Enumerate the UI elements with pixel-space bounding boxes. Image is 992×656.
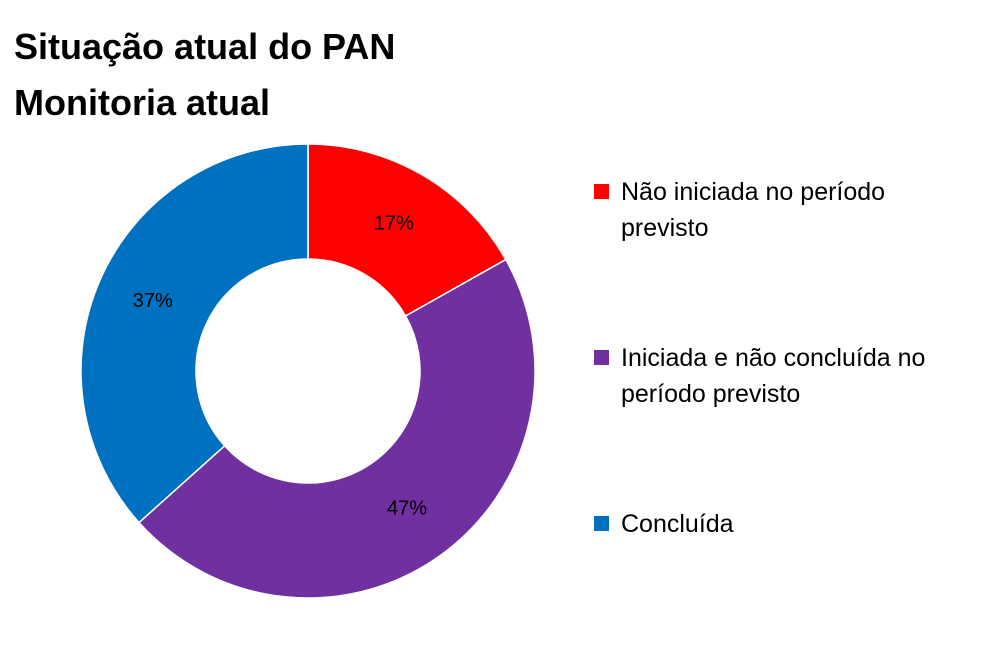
legend-swatch xyxy=(594,516,609,531)
legend-label: Iniciada e não concluída no período prev… xyxy=(621,344,926,408)
legend-swatch xyxy=(594,350,609,365)
legend-item: Não iniciada no período previsto xyxy=(594,174,964,246)
donut-slice xyxy=(80,143,309,524)
legend-label: Não iniciada no período previsto xyxy=(621,178,886,242)
legend-item: Iniciada e não concluída no período prev… xyxy=(594,340,964,412)
donut-slice xyxy=(137,258,536,599)
chart-subtitle: Monitoria atual xyxy=(14,82,271,123)
data-label: 47% xyxy=(387,497,427,519)
chart-title: Situação atual do PAN xyxy=(14,26,396,67)
data-label: 17% xyxy=(374,212,414,234)
donut-slice xyxy=(307,143,507,318)
legend: Não iniciada no período previsto Iniciada… xyxy=(594,174,964,636)
legend-label: Concluída xyxy=(621,510,734,538)
data-label: 37% xyxy=(133,290,173,312)
legend-item: Concluída xyxy=(594,506,964,542)
legend-swatch xyxy=(594,184,609,199)
